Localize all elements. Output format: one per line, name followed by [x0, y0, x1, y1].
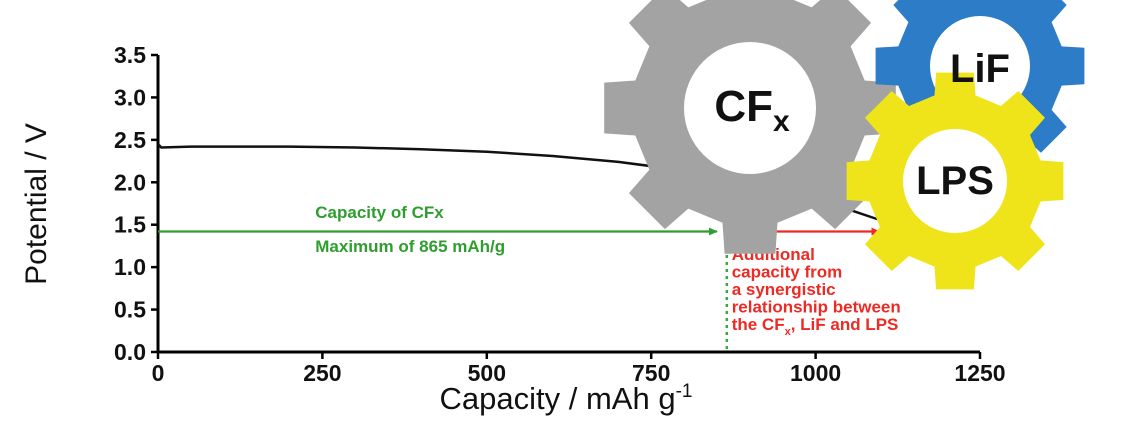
x-tick-label: 1000	[790, 360, 841, 386]
annotation-capacity-of-cfx: Capacity of CFx	[315, 203, 444, 222]
y-tick-label: 1.5	[114, 212, 146, 238]
annotation-maximum-865: Maximum of 865 mAh/g	[315, 237, 505, 256]
y-tick-label: 2.0	[114, 169, 146, 195]
annotation-red-rest: , LiF and LPS	[791, 315, 899, 334]
gear-cfx-icon	[604, 0, 896, 254]
gear-lps-icon	[846, 72, 1064, 290]
annotation-red-line-4: relationship between	[732, 298, 901, 317]
x-ticks: 0 250 500 750 1000 1250	[152, 352, 1006, 386]
x-tick-label: 500	[468, 360, 506, 386]
gear-hole	[903, 129, 1007, 233]
x-axis-label-main: Capacity / mAh g	[440, 381, 676, 416]
y-tick-label: 3.0	[114, 84, 146, 110]
gear-lif-label: LiF	[950, 47, 1010, 91]
gear-hole	[684, 42, 816, 174]
gear-cfx-label-main: CF	[714, 82, 773, 131]
gear-lps-label: LPS	[916, 159, 994, 203]
x-tick-label: 250	[303, 360, 341, 386]
y-tick-label: 3.5	[114, 42, 146, 68]
annotation-red-line-2: capacity from	[732, 263, 843, 282]
annotation-red-line-5: the CFx, LiF and LPS	[732, 315, 899, 338]
x-axis-label: Capacity / mAh g-1	[440, 381, 693, 416]
y-axis-label: Potential / V	[20, 123, 53, 285]
x-tick-label: 750	[632, 360, 670, 386]
annotation-red-subscript: x	[785, 326, 792, 338]
x-tick-label: 0	[152, 360, 165, 386]
y-tick-label: 0.0	[114, 339, 146, 365]
gear-cfx-label-sub: x	[773, 105, 790, 138]
y-tick-label: 2.5	[114, 127, 146, 153]
y-ticks: 0.0 0.5 1.0 1.5 2.0 2.5 3.0 3.5	[114, 42, 158, 365]
annotation-additional-capacity: Additional capacity from a synergistic r…	[732, 245, 901, 338]
y-tick-label: 0.5	[114, 297, 146, 323]
gear-cfx-label: CFx	[714, 82, 790, 138]
annotation-red-line-3: a synergistic	[732, 280, 836, 299]
x-tick-label: 1250	[954, 360, 1005, 386]
x-axis-label-sup: -1	[676, 381, 693, 402]
y-tick-label: 1.0	[114, 254, 146, 280]
